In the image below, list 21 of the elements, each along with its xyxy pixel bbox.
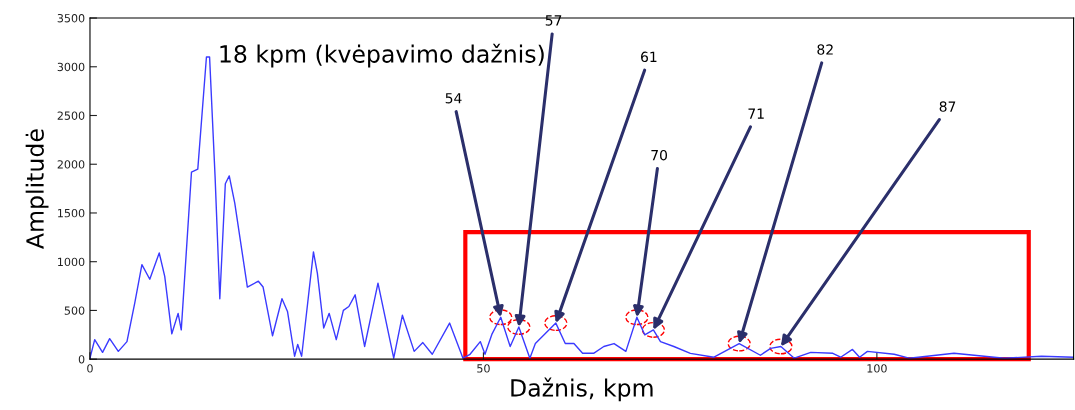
x-tick-label: 0 <box>87 364 93 373</box>
annotation: 57 <box>545 15 562 26</box>
y-tick-label: 2500 <box>57 111 85 120</box>
annotation: 71 <box>748 108 764 119</box>
y-axis-title: Amplitudė <box>25 129 49 249</box>
annotation: 54 <box>445 93 462 104</box>
x-axis-title: Dažnis, kpm <box>511 377 653 402</box>
annotation: 70 <box>651 149 668 161</box>
annotation: 87 <box>939 101 956 112</box>
annotation: 61 <box>641 51 657 63</box>
x-tick-label: 50 <box>477 364 490 373</box>
annotation: 82 <box>817 44 833 55</box>
x-tick-label: 100 <box>867 364 887 373</box>
y-tick-label: 3000 <box>57 62 85 72</box>
annotation: 18 kpm (kvėpavimo dažnis) <box>220 43 544 68</box>
y-tick-label: 2000 <box>57 160 85 169</box>
y-tick-label: 500 <box>64 306 85 315</box>
y-tick-label: 1500 <box>58 208 85 218</box>
y-tick-label: 3500 <box>57 14 85 23</box>
y-tick-label: 0 <box>78 355 85 364</box>
y-tick-label: 1000 <box>58 257 85 267</box>
